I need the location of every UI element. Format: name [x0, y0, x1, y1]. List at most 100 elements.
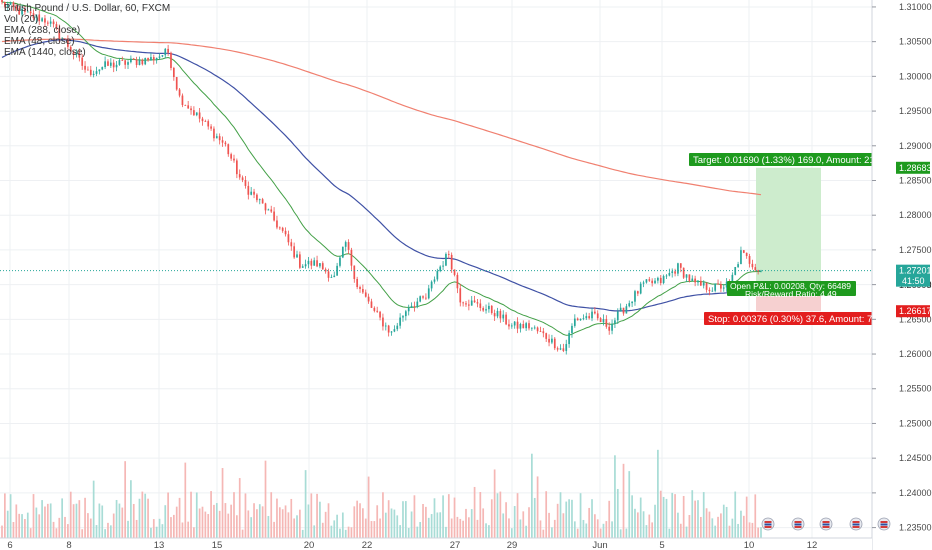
candle [104, 56, 106, 70]
candle [387, 324, 390, 337]
volume-bar [594, 514, 596, 538]
candle [164, 47, 167, 59]
candle [476, 299, 479, 308]
volume-bar [625, 528, 628, 538]
event-flag-icon[interactable] [819, 517, 833, 531]
volume-bar [513, 506, 516, 538]
volume-bar [671, 492, 674, 538]
candle [210, 124, 212, 131]
vol-indicator-label[interactable]: Vol (20) [4, 14, 39, 25]
volume-bar [238, 478, 241, 538]
volume-bar [419, 522, 422, 538]
volume-bar [46, 503, 49, 538]
candle [152, 54, 155, 65]
time-axis[interactable]: 6 8 13 15 20 22 27 29 Jun 5 10 12 [0, 537, 872, 550]
ema-288-label[interactable]: EMA (288, close) [4, 25, 81, 36]
candle [278, 226, 281, 230]
volume-bar [668, 528, 671, 538]
candle [135, 56, 138, 68]
time-tick-label: 12 [807, 540, 818, 550]
economic-events-row[interactable] [761, 517, 891, 531]
candle [688, 274, 691, 283]
candle [456, 272, 459, 294]
candle [599, 317, 602, 323]
candle [697, 279, 699, 286]
volume-bar [336, 514, 338, 538]
volume-bar [384, 512, 387, 538]
risk-reward-text: Risk/Reward Ratio: 4.49 [745, 289, 837, 299]
candle [44, 15, 46, 28]
candle [459, 283, 462, 307]
price-tick-label: 1.28500 [899, 175, 932, 185]
bar-countdown-text: 41:50 [902, 276, 925, 286]
volume-bar [691, 490, 694, 538]
candle [273, 207, 275, 222]
volume-bar [198, 508, 201, 538]
candle [711, 287, 714, 292]
candle [204, 119, 207, 122]
candle [241, 175, 244, 183]
candle [4, 1, 6, 9]
volume-bar [250, 517, 253, 538]
volume-bar [270, 492, 273, 538]
candle [445, 252, 447, 267]
long-position-tool[interactable] [756, 167, 821, 312]
volume-bar [654, 504, 656, 538]
candle [15, 4, 18, 12]
volume-bar [29, 528, 32, 538]
target-zone[interactable] [756, 167, 821, 286]
volume-bar [582, 519, 585, 538]
volume-bar [304, 470, 307, 538]
candle [720, 281, 722, 293]
volume-bar [677, 512, 679, 538]
stop-label[interactable] [704, 312, 889, 325]
ema-288-line [1, 39, 762, 312]
candle [685, 274, 688, 282]
candle [89, 65, 92, 77]
volume-bar [89, 518, 92, 538]
candle [562, 343, 565, 353]
price-tick-label: 1.24000 [899, 488, 932, 498]
candle [78, 48, 81, 62]
volume-bar [18, 513, 21, 538]
volume-bar [347, 526, 350, 538]
volume-bar [147, 498, 149, 538]
volume-bar [468, 517, 470, 538]
ema-48-label[interactable]: EMA (48, close) [4, 36, 75, 47]
stop-price-marker [896, 305, 930, 318]
candle [705, 282, 708, 293]
open-pnl-label[interactable] [727, 281, 856, 296]
volume-bar [135, 519, 138, 538]
candle [81, 54, 84, 70]
volume-bar [339, 528, 341, 538]
event-flag-icon[interactable] [849, 517, 863, 531]
volume-bar [287, 512, 290, 538]
volume-bar [21, 514, 23, 538]
candle [127, 60, 129, 69]
chart-legend: British Pound / U.S. Dollar, 60, FXCM Vo… [4, 3, 170, 58]
volume-bar [505, 502, 507, 538]
candle [238, 169, 241, 180]
candle [344, 240, 347, 252]
candle [12, 1, 15, 11]
volume-bar [531, 453, 533, 538]
volume-bar [167, 492, 169, 538]
candle [333, 271, 336, 278]
volume-bar [662, 496, 665, 538]
symbol-title[interactable]: British Pound / U.S. Dollar, 60, FXCM [4, 3, 171, 14]
event-flag-icon[interactable] [877, 517, 891, 531]
event-flag-icon[interactable] [761, 517, 775, 531]
event-flag-icon[interactable] [791, 517, 805, 531]
volume-bar [571, 499, 573, 538]
target-label[interactable] [689, 153, 890, 166]
candle [41, 17, 43, 23]
volume-bar [642, 511, 645, 538]
candle [118, 58, 121, 66]
volume-bar [748, 522, 751, 538]
candle [419, 295, 422, 303]
volume-bar [112, 513, 115, 538]
ema-1440-label[interactable]: EMA (1440, close) [4, 47, 86, 58]
volume-bar [396, 515, 399, 538]
candle [304, 259, 307, 269]
